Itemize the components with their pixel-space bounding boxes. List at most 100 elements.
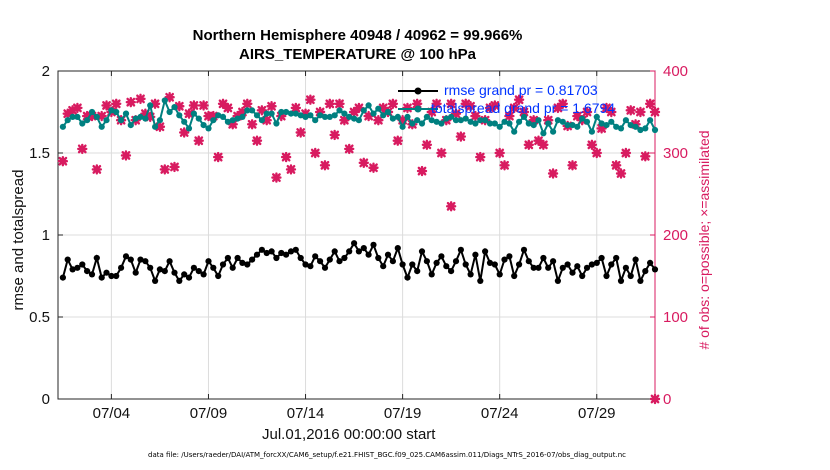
obs-point [159, 164, 170, 175]
rmse-point [380, 263, 387, 270]
obs-point [353, 102, 365, 114]
obs-point [591, 147, 602, 159]
obs-point [178, 127, 190, 138]
rmse-point [613, 254, 620, 262]
rmse-point [467, 271, 474, 278]
y-tick-label-left: 1.5 [29, 145, 50, 162]
totalspread-point [443, 115, 450, 122]
rmse-point [583, 264, 591, 271]
legend-marker-totalspread [414, 105, 422, 113]
obs-point [310, 147, 321, 159]
totalspread-point [273, 120, 280, 127]
obs-point [649, 106, 661, 118]
rmse-point [448, 268, 455, 275]
obs-point [101, 100, 112, 111]
totalspread-point [511, 128, 518, 135]
rmse-point [394, 245, 401, 252]
rmse-point [564, 261, 571, 268]
totalspread-point [452, 117, 460, 124]
rmse-point [122, 253, 130, 260]
rmse-point [627, 272, 634, 280]
totalspread-point [93, 113, 100, 120]
obs-point [266, 101, 277, 112]
obs-point [436, 147, 447, 159]
y-tick-label-right: 300 [663, 145, 688, 162]
rmse-point [171, 269, 178, 276]
totalspread-point [287, 110, 295, 117]
totalspread-point [317, 112, 324, 119]
obs-point [198, 100, 209, 111]
data-file-footnote: data file: /Users/raeder/DAI/ATM_forcXX/… [148, 451, 626, 459]
totalspread-point [142, 115, 149, 122]
obs-point [145, 111, 156, 123]
rmse-point [438, 253, 445, 260]
obs-point [125, 96, 137, 108]
rmse-point [579, 272, 586, 280]
totalspread-point [389, 115, 396, 122]
rmse-point [462, 261, 469, 268]
rmse-point [113, 272, 120, 280]
rmse-point [554, 277, 562, 284]
rmse-point [355, 248, 362, 255]
rmse-point [224, 254, 231, 262]
totalspread-point [418, 120, 426, 127]
rmse-point [278, 249, 285, 257]
totalspread-point [433, 118, 440, 125]
rmse-point [603, 272, 610, 280]
rmse-point [496, 271, 503, 278]
totalspread-point [501, 118, 508, 125]
totalspread-point [394, 113, 401, 120]
rmse-point [457, 246, 464, 253]
rmse-point [321, 264, 329, 271]
rmse-point [147, 264, 154, 271]
y-tick-label-right: 0 [663, 391, 671, 408]
rmse-point [176, 277, 183, 284]
obs-point [329, 129, 340, 141]
obs-point [377, 102, 389, 114]
rmse-point [79, 261, 86, 268]
totalspread-point [127, 122, 134, 129]
totalspread-point [404, 113, 411, 120]
totalspread-point [210, 117, 217, 124]
totalspread-point [195, 115, 202, 122]
rmse-point [307, 263, 314, 270]
rmse-point [569, 269, 576, 276]
y-axis-label-left: rmse and totalspread [10, 169, 27, 311]
totalspread-point [244, 107, 251, 114]
totalspread-point [74, 113, 81, 120]
rmse-point [351, 240, 358, 247]
totalspread-point [448, 113, 455, 120]
totalspread-point [428, 117, 435, 124]
obs-point [445, 98, 457, 109]
rmse-point [598, 254, 605, 262]
obs-point [57, 156, 69, 167]
totalspread-point [593, 113, 600, 120]
obs-point [174, 101, 185, 112]
obs-point [387, 98, 399, 109]
totalspread-point [312, 117, 319, 124]
obs-point [348, 106, 360, 118]
rmse-point [317, 258, 324, 265]
totalspread-point [98, 123, 105, 130]
totalspread-point [302, 113, 309, 120]
obs-point [256, 105, 268, 116]
totalspread-point [268, 110, 275, 117]
rmse-point [210, 264, 217, 271]
totalspread-point [535, 117, 542, 124]
rmse-point [550, 258, 557, 265]
totalspread-point [341, 110, 348, 117]
totalspread-point [569, 122, 576, 129]
rmse-point [370, 241, 377, 248]
rmse-point [297, 254, 304, 262]
totalspread-point [559, 118, 566, 125]
rmse-point [244, 261, 251, 268]
rmse-point [93, 254, 100, 262]
obs-point [586, 139, 598, 150]
rmse-point [234, 254, 241, 262]
rmse-point [491, 261, 498, 268]
rmse-point [156, 266, 163, 273]
obs-point [280, 151, 292, 163]
totalspread-point [355, 117, 362, 124]
rmse-point [375, 254, 382, 262]
totalspread-point [336, 107, 343, 114]
